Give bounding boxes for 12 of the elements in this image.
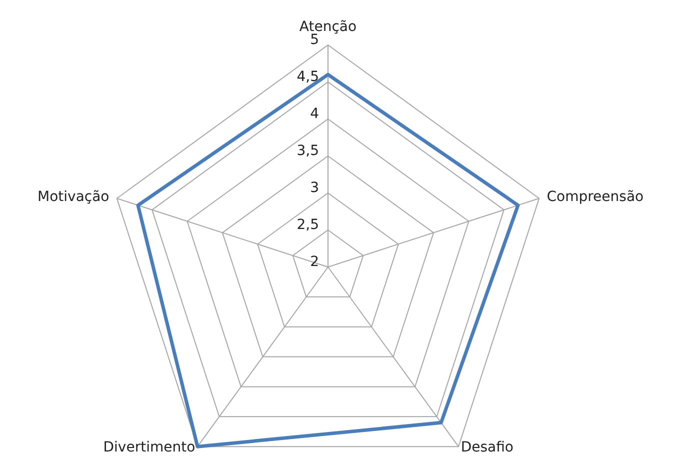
- y-tick-label: 3: [310, 180, 319, 196]
- spoke-label: Compreensão: [546, 188, 644, 205]
- y-tick-label: 2: [310, 254, 319, 270]
- spoke-label: Motivação: [38, 188, 110, 205]
- y-tick-label: 5: [310, 32, 319, 48]
- y-tick-label: 3,5: [296, 143, 319, 159]
- y-tick-label: 4,5: [296, 69, 319, 85]
- spoke-label: Divertimento: [103, 440, 196, 456]
- spoke-label: Desafio: [460, 440, 514, 456]
- spoke-label: Atenção: [299, 19, 357, 35]
- y-tick-label: 2,5: [296, 217, 319, 233]
- y-tick-label: 4: [310, 106, 320, 122]
